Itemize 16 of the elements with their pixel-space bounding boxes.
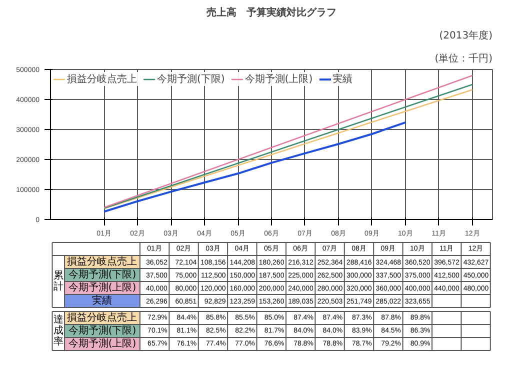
chart-title: 売上高 予算実績対比グラフ xyxy=(206,6,336,18)
chart-subtitle: (2013年度) xyxy=(439,30,493,42)
y-tick-label: 損益分岐点売上 xyxy=(67,312,138,324)
y-tick-label: 今期予測(下限) xyxy=(68,324,136,336)
text: (単位：千円) xyxy=(434,52,493,64)
legend-title: 累計 xyxy=(53,270,64,292)
legend-title: 達成率 xyxy=(53,314,64,348)
y-tick-label: 今期予測(上限) xyxy=(68,282,136,294)
legend-label: 実績 xyxy=(332,72,353,86)
legend-label: 今期予測(下限) xyxy=(157,72,225,86)
line-series xyxy=(103,121,406,213)
y-tick-label: 損益分岐点売上 xyxy=(67,256,138,268)
y-tick-label: 実績 xyxy=(92,294,112,306)
legend-label: 今期予測(上限) xyxy=(244,72,313,86)
y-tick-label: 今期予測(下限) xyxy=(68,268,136,280)
y-tick-label: 今期予測(上限) xyxy=(68,338,136,350)
